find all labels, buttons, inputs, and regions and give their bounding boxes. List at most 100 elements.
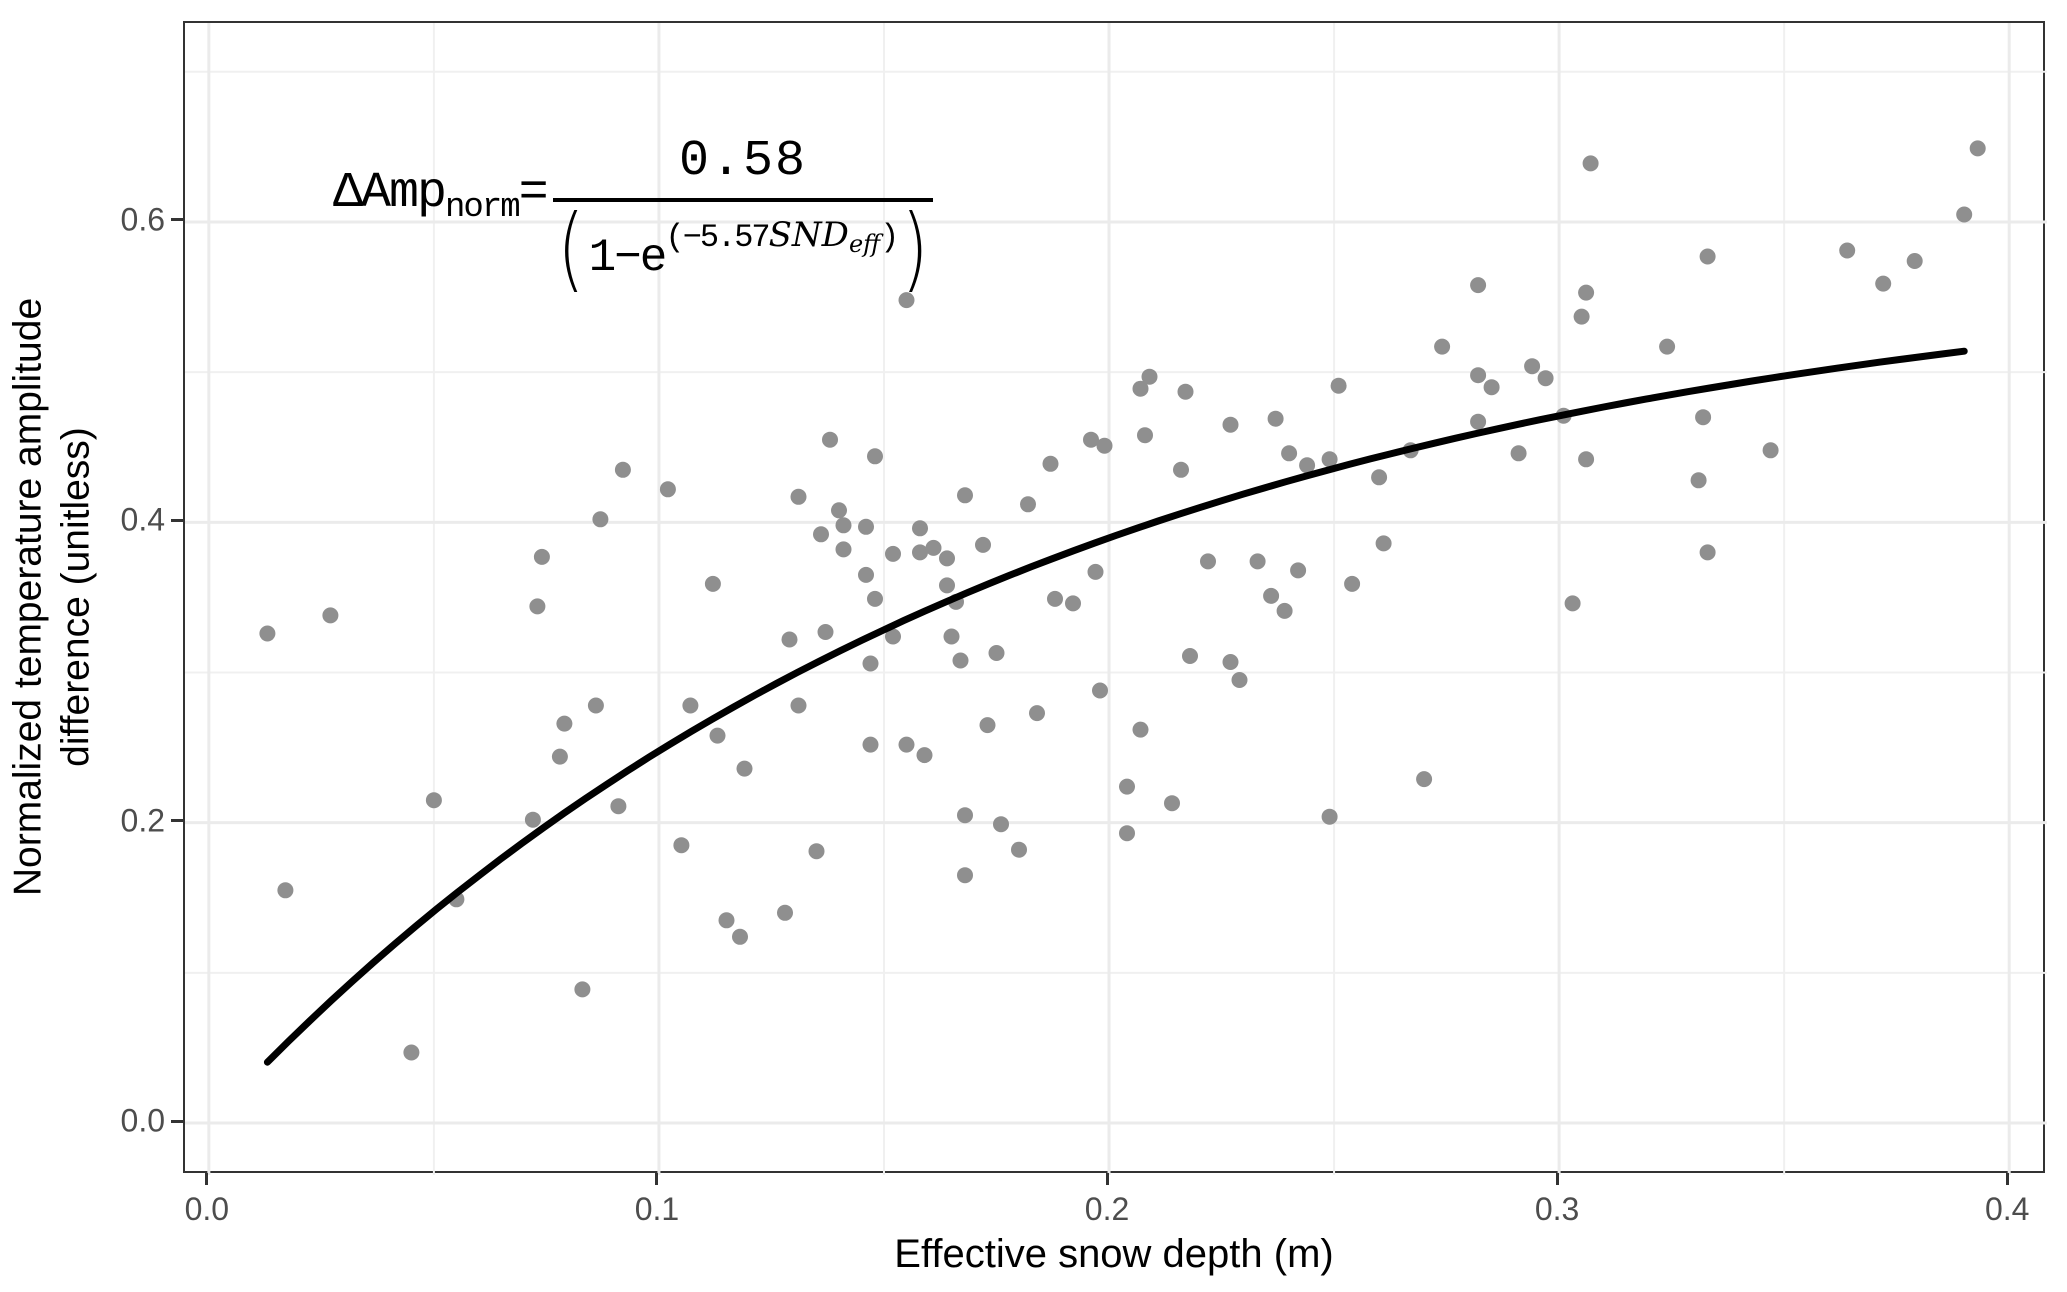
data-point xyxy=(533,548,550,565)
data-point xyxy=(1434,338,1451,355)
y-axis-title-line2: difference (unitless) xyxy=(54,427,97,767)
plot-panel xyxy=(183,21,2047,1175)
data-point xyxy=(1470,367,1487,384)
data-point xyxy=(1321,808,1338,825)
x-axis-tick-mark xyxy=(655,1173,659,1185)
data-point xyxy=(898,292,915,309)
data-point xyxy=(587,697,604,714)
data-point xyxy=(1096,437,1113,454)
data-point xyxy=(993,816,1009,833)
x-axis-tick-label: 0.1 xyxy=(634,1191,680,1227)
data-point xyxy=(1659,338,1676,355)
data-point xyxy=(1875,275,1892,292)
data-point xyxy=(1020,496,1036,513)
data-point xyxy=(610,798,627,815)
data-point xyxy=(1177,383,1194,400)
equation-snd-variable: SND xyxy=(768,214,849,255)
data-point xyxy=(835,541,852,558)
y-axis-tick-mark xyxy=(171,819,183,823)
data-point xyxy=(1132,721,1149,738)
data-point xyxy=(1956,206,1973,223)
data-point xyxy=(1281,445,1298,462)
equation-denominator: (1−e(−5.57SNDeff)) xyxy=(552,195,934,302)
equation-numerator: 0.58 xyxy=(678,133,807,190)
data-point xyxy=(403,1044,420,1061)
data-point xyxy=(1321,451,1338,468)
data-point xyxy=(1699,544,1716,561)
fit-equation-annotation: ΔAmpnorm= 0.58 (1−e(−5.57SNDeff)) xyxy=(333,133,934,302)
data-point xyxy=(322,607,339,624)
data-point xyxy=(529,598,546,615)
data-point xyxy=(1699,248,1716,265)
equation-equals-sign: = xyxy=(518,164,549,222)
data-point xyxy=(1132,380,1149,397)
y-axis-title-line1: Normalized temperature amplitude xyxy=(6,297,50,897)
data-point xyxy=(1470,277,1487,294)
data-point xyxy=(862,655,879,672)
data-point xyxy=(1330,377,1347,394)
data-point xyxy=(592,511,609,528)
data-point xyxy=(1483,379,1500,396)
data-point xyxy=(939,550,955,567)
data-point xyxy=(1141,368,1158,385)
data-point xyxy=(979,717,996,734)
equation-lhs-text: ΔAmp xyxy=(333,164,447,222)
equation-open-paren: ( xyxy=(557,195,585,302)
equation-close-paren: ) xyxy=(901,195,929,302)
equation-exponent-coefficient: −5.57 xyxy=(682,218,771,256)
data-point xyxy=(1137,427,1153,444)
equation-exponent: (−5.57SNDeff) xyxy=(665,215,899,258)
data-point xyxy=(574,981,591,998)
data-point xyxy=(1267,410,1284,427)
data-point xyxy=(1578,284,1595,301)
data-point xyxy=(1200,553,1216,570)
trend-curve xyxy=(263,347,1968,1066)
y-axis-tick-label: 0.0 xyxy=(120,1102,165,1139)
data-point xyxy=(1344,575,1361,592)
data-point xyxy=(862,736,879,753)
data-point xyxy=(813,526,829,543)
data-point xyxy=(957,807,973,824)
data-point xyxy=(1087,563,1104,580)
data-point xyxy=(1524,358,1541,375)
data-point xyxy=(1173,461,1189,478)
data-point xyxy=(790,488,807,505)
data-point xyxy=(1083,431,1099,448)
data-point xyxy=(817,624,834,640)
equation-lhs-subscript: norm xyxy=(445,188,521,227)
equation-exponent-close-paren: ) xyxy=(880,218,899,256)
data-point xyxy=(943,628,960,645)
data-point xyxy=(277,882,294,899)
equation-one-minus-e: 1−e xyxy=(588,231,668,284)
data-point xyxy=(831,502,847,519)
data-point xyxy=(614,461,631,478)
data-point xyxy=(1839,242,1856,259)
data-point xyxy=(682,697,699,714)
data-point xyxy=(957,487,973,504)
data-point xyxy=(1695,409,1712,426)
data-point xyxy=(858,518,874,535)
data-point xyxy=(259,625,276,642)
data-point xyxy=(1164,795,1180,812)
data-point xyxy=(781,631,798,648)
y-axis-tick-label: 0.6 xyxy=(120,201,165,238)
data-point xyxy=(1564,595,1581,612)
data-point xyxy=(975,536,991,553)
y-axis-tick-mark xyxy=(171,218,183,222)
data-point xyxy=(1578,451,1595,468)
equation-denominator-base: 1−e(−5.57SNDeff) xyxy=(588,215,900,284)
data-point xyxy=(1375,535,1392,552)
data-point xyxy=(885,545,901,562)
data-point xyxy=(1582,155,1599,172)
data-point xyxy=(822,431,838,448)
data-point xyxy=(1371,469,1388,486)
data-point xyxy=(988,645,1005,661)
data-point xyxy=(1047,590,1063,607)
data-point xyxy=(912,544,928,561)
equation-lhs: ΔAmpnorm= xyxy=(333,164,549,227)
data-point xyxy=(777,904,793,921)
data-point xyxy=(916,747,933,764)
data-point xyxy=(808,843,825,860)
data-point xyxy=(898,736,915,753)
